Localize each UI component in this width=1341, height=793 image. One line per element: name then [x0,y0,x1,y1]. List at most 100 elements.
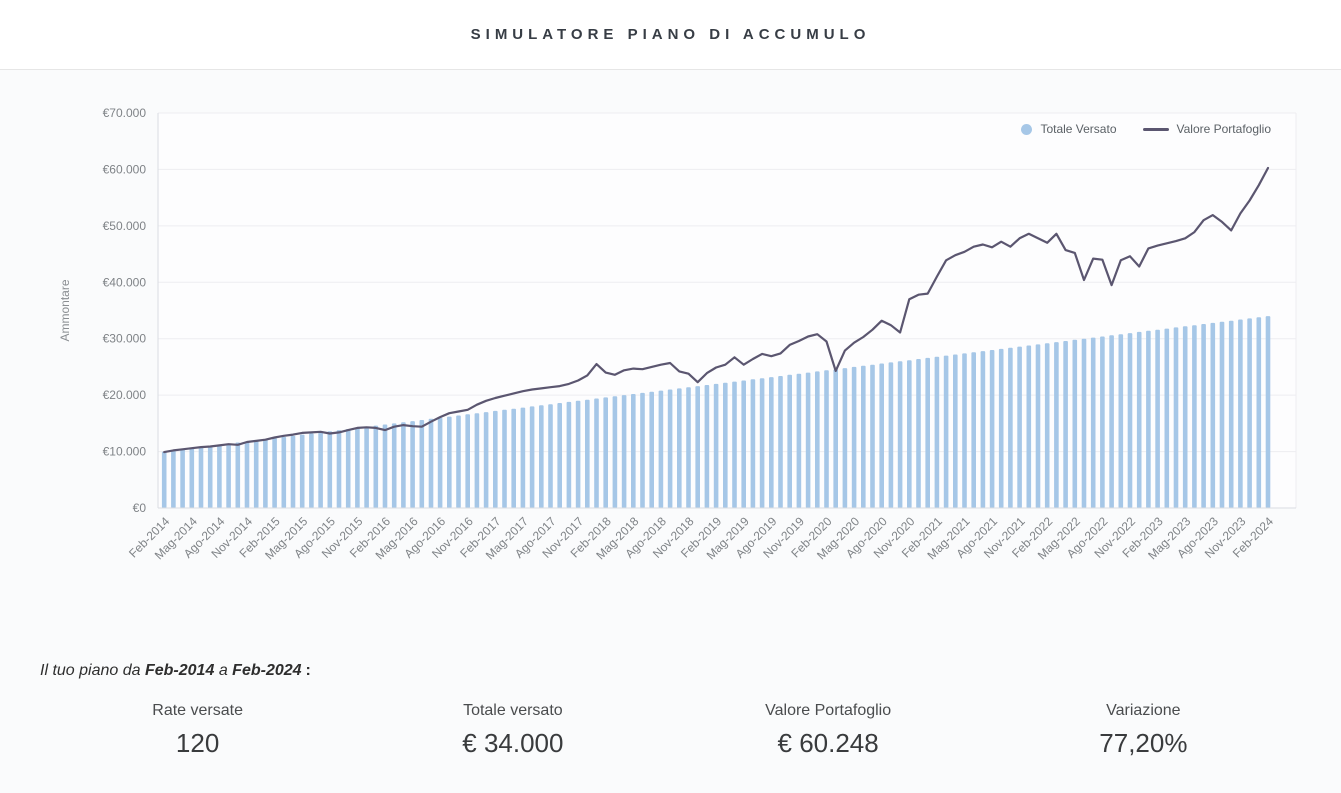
bar[interactable] [299,434,305,508]
bar[interactable] [419,420,425,508]
bar[interactable] [1127,333,1133,508]
bar[interactable] [916,359,921,508]
bar[interactable] [1164,328,1170,508]
bar[interactable] [1210,322,1216,508]
bar[interactable] [998,348,1004,508]
bar[interactable] [732,381,737,508]
bar[interactable] [879,363,884,509]
bar[interactable] [391,423,397,508]
bar[interactable] [198,447,204,508]
bar[interactable] [180,449,185,508]
bar[interactable] [796,373,802,508]
legend-item-valore-portafoglio[interactable]: Valore Portafoglio [1142,122,1271,136]
bar[interactable] [272,438,277,508]
bar[interactable] [667,389,673,509]
bar[interactable] [1238,319,1243,509]
bar[interactable] [805,372,811,508]
bar[interactable] [640,392,645,508]
bar[interactable] [750,379,756,508]
bar[interactable] [1146,330,1151,508]
bar[interactable] [704,385,710,508]
bar[interactable] [456,415,461,509]
bar[interactable] [787,374,792,508]
bar[interactable] [1192,325,1197,508]
bar[interactable] [309,433,314,509]
bar[interactable] [171,450,176,508]
bar[interactable] [1201,324,1206,508]
bar[interactable] [870,364,875,508]
bar[interactable] [447,416,452,508]
bar[interactable] [907,360,912,508]
bar[interactable] [1090,337,1096,508]
bar[interactable] [1265,316,1271,508]
bar[interactable] [897,361,903,508]
bar[interactable] [723,382,728,508]
bar[interactable] [548,404,553,508]
bar[interactable] [1136,331,1142,508]
bar[interactable] [1155,329,1160,508]
bar[interactable] [1008,347,1013,508]
bar[interactable] [244,441,250,508]
bar[interactable] [1219,321,1225,508]
bar[interactable] [566,401,572,508]
bar[interactable] [336,430,342,508]
bar[interactable] [934,356,940,508]
bar[interactable] [493,410,498,508]
bar[interactable] [253,440,259,508]
bar[interactable] [713,383,719,508]
bar[interactable] [585,399,590,508]
bar[interactable] [410,421,415,508]
bar[interactable] [989,350,995,508]
bar[interactable] [161,451,167,508]
bar[interactable] [815,371,820,508]
bar[interactable] [502,409,507,508]
bar[interactable] [1072,339,1078,508]
bar[interactable] [861,365,866,508]
bar[interactable] [603,397,608,508]
bar[interactable] [925,357,930,508]
bar[interactable] [364,426,369,508]
bar[interactable] [1182,326,1188,508]
bar[interactable] [631,394,636,508]
bar[interactable] [428,418,434,508]
bar[interactable] [833,369,838,508]
bar[interactable] [1100,336,1105,509]
bar[interactable] [1173,327,1179,508]
bar[interactable] [207,445,213,508]
bar[interactable] [943,355,949,508]
bar[interactable] [290,435,296,508]
chart-canvas[interactable]: €0 €10.000 €20.000 €30.000 €40.000 €50.000 €60… [0,70,1341,610]
bars-totale-versato[interactable] [161,316,1271,509]
bar[interactable] [529,406,535,508]
bar[interactable] [189,448,195,508]
bar[interactable] [759,378,765,508]
bar[interactable] [1063,341,1068,508]
bar[interactable] [345,429,351,508]
bar[interactable] [217,444,222,508]
bar[interactable] [1054,342,1059,508]
bar[interactable] [971,352,976,508]
bar[interactable] [373,425,379,508]
bar[interactable] [226,443,231,508]
bar[interactable] [1044,343,1050,508]
bar[interactable] [465,414,470,508]
bar[interactable] [235,442,241,509]
bar[interactable] [778,376,783,508]
line-valore-portafoglio[interactable] [163,166,1270,454]
bar[interactable] [1017,346,1022,508]
legend-item-totale-versato[interactable]: Totale Versato [1021,122,1117,136]
bar[interactable] [1256,317,1262,508]
bar[interactable] [1118,334,1124,508]
bar[interactable] [1228,320,1234,508]
bar[interactable] [437,417,443,508]
bar[interactable] [520,407,526,508]
bar[interactable] [741,380,746,509]
bar[interactable] [263,439,268,508]
bar[interactable] [327,431,333,508]
bar[interactable] [824,370,829,508]
bar[interactable] [677,388,682,508]
bar[interactable] [401,422,406,508]
bar[interactable] [851,366,857,508]
bar[interactable] [1247,318,1252,508]
bar[interactable] [980,351,986,508]
